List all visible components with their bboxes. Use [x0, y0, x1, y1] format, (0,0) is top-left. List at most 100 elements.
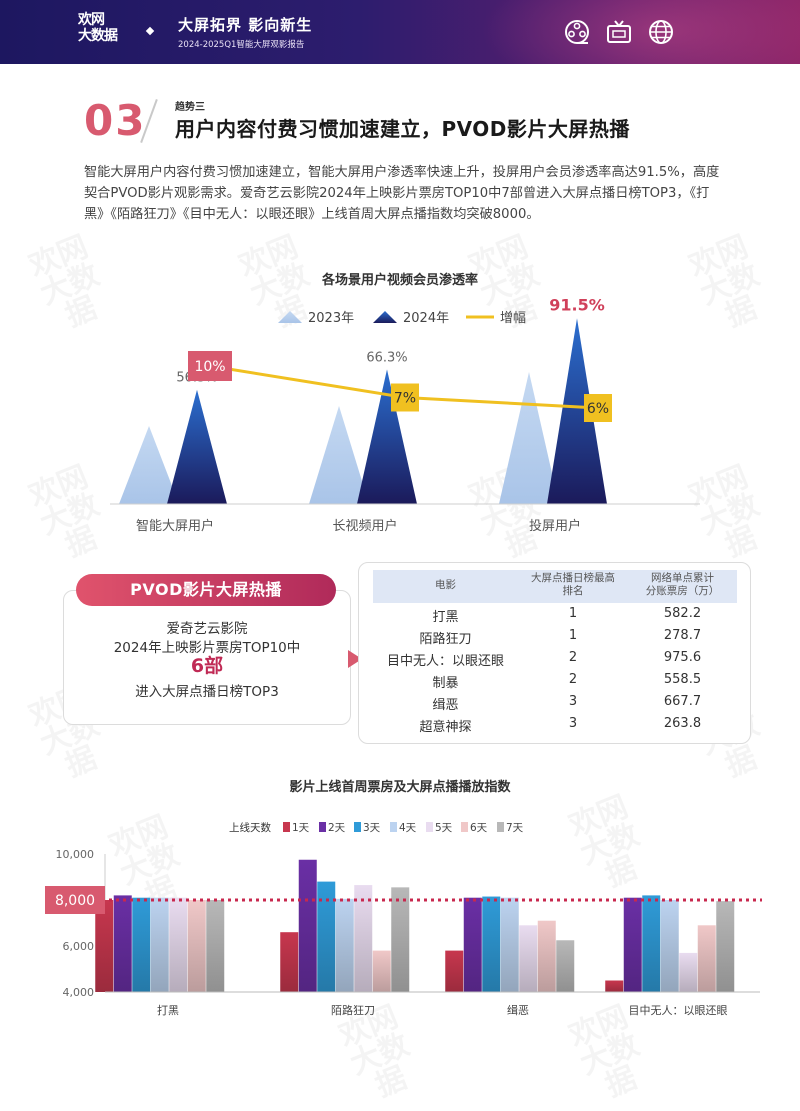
bar-5天 — [519, 925, 538, 992]
growth-label-box — [188, 351, 232, 381]
table-cell-boxoffice: 263.8 — [663, 716, 702, 731]
bar-4天 — [500, 897, 519, 992]
legend-label: 3天 — [363, 822, 381, 834]
first-week-index-chart: 上线天数 1天 2天 3天 4天 5天 6天 7天 10,000 8,000 6,000 4,000 打… — [45, 821, 762, 1017]
bar-1天 — [95, 900, 114, 992]
bar-3天 — [642, 895, 661, 992]
bar-2023 — [119, 426, 179, 504]
table-cell-rank: 1 — [568, 628, 578, 643]
bar-5天 — [354, 885, 373, 992]
table-cell-rank: 2 — [568, 672, 578, 687]
growth-label: 6% — [587, 401, 609, 417]
legend-label: 5天 — [435, 822, 453, 834]
film-reel-icon — [565, 20, 589, 44]
legend-label-2024: 2024年 — [403, 311, 449, 326]
section-kicker: 趋势三 — [175, 102, 205, 113]
table-cell-film: 打黑 — [432, 610, 459, 625]
table-cell-rank: 3 — [568, 716, 578, 731]
chart2-legend: 上线天数 1天 2天 3天 4天 5天 6天 7天 — [229, 821, 524, 834]
bar-2天 — [298, 859, 317, 992]
bar-5天 — [169, 897, 188, 992]
bar-6天 — [187, 900, 206, 992]
header-glow — [480, 0, 800, 64]
table-cell-rank: 2 — [568, 650, 578, 665]
legend-label: 2天 — [328, 822, 346, 834]
bar-5天 — [679, 952, 698, 992]
legend-label: 4天 — [399, 822, 417, 834]
header-diamond — [145, 26, 155, 36]
y-tick-label: 10,000 — [56, 848, 95, 861]
table-cell-boxoffice: 582.2 — [663, 606, 702, 621]
bar-1天 — [605, 980, 624, 992]
bar-1天 — [280, 932, 299, 992]
legend-label: 1天 — [292, 822, 310, 834]
legend-swatch — [283, 822, 290, 832]
value-label-2024: 66.3% — [366, 350, 407, 365]
table-header-boxoffice-line-1: 网络单点累计 — [651, 572, 714, 584]
legend-swatch-2024 — [373, 311, 397, 323]
x-tick-label: 缉恶 — [507, 1004, 529, 1017]
growth-label-box — [391, 383, 419, 412]
table-cell-boxoffice: 667.7 — [663, 694, 702, 709]
header-title: 大屏拓界 影向新生 — [178, 16, 313, 34]
legend-swatch — [354, 822, 361, 832]
table-cell-film: 制暴 — [432, 676, 459, 691]
bar-6天 — [697, 925, 716, 992]
y-tick-label: 6,000 — [63, 940, 95, 953]
membership-penetration-chart: 2023年2024年增幅56.3%66.3%91.5%智能大屏用户长视频用户投屏… — [110, 296, 700, 534]
table-cell-boxoffice: 975.6 — [663, 650, 702, 665]
bar-4天 — [660, 900, 679, 992]
bar-2024 — [357, 369, 417, 504]
growth-label: 7% — [394, 391, 416, 407]
growth-label: 10% — [194, 359, 225, 375]
x-tick-label: 陌路狂刀 — [331, 1004, 375, 1017]
pvod-count: 6部 — [190, 655, 224, 677]
legend-label-2023: 2023年 — [308, 311, 354, 326]
bar-4天 — [150, 897, 169, 992]
y-tick-label: 4,000 — [63, 986, 95, 999]
pvod-line-1: 爱奇艺云影院 — [166, 621, 248, 637]
legend-label-growth: 增幅 — [500, 311, 526, 326]
pvod-text: 爱奇艺云影院 2024年上映影片票房TOP10中 — [63, 620, 351, 658]
chart1-legend: 2023年 2024年 增幅 — [278, 311, 526, 326]
x-tick-label: 长视频用户 — [332, 518, 397, 534]
growth-label-box — [584, 394, 612, 422]
x-tick-label: 目中无人：以眼还眼 — [629, 1004, 728, 1017]
legend-swatch-2023 — [278, 311, 302, 323]
legend-swatch — [426, 822, 433, 832]
legend-swatch — [390, 822, 397, 832]
table-header-bg — [373, 570, 737, 603]
table-cell-film: 超意神探 — [419, 720, 472, 735]
bar-7天 — [206, 900, 225, 992]
table-header-boxoffice: 网络单点累计 分账票房（万） — [628, 572, 737, 598]
legend-swatch — [497, 822, 504, 832]
bar-2天 — [463, 897, 482, 992]
bar-3天 — [482, 896, 501, 992]
reference-label: 8,000 — [55, 893, 95, 909]
legend-label: 7天 — [506, 822, 524, 834]
bar-2024 — [547, 318, 607, 504]
pvod-badge: PVOD影片大屏热播 — [76, 574, 336, 606]
bar-7天 — [556, 940, 575, 992]
bar-3天 — [132, 897, 151, 992]
chart2-title: 影片上线首周票房及大屏点播播放指数 — [289, 780, 511, 795]
section-number: 03 — [84, 96, 147, 145]
bar-6天 — [372, 950, 391, 992]
bar-2天 — [113, 895, 132, 992]
reference-label-box — [45, 886, 105, 914]
bar-7天 — [391, 887, 410, 992]
bar-6天 — [537, 920, 556, 992]
brand-logo: 欢网 大数据 — [78, 12, 130, 52]
section-title: 用户内容付费习惯加速建立，PVOD影片大屏热播 — [175, 117, 630, 141]
globe-icon — [649, 20, 673, 44]
bar-7天 — [716, 901, 735, 992]
legend-swatch — [319, 822, 326, 832]
bar-2024 — [167, 389, 227, 504]
table-header-boxoffice-line-2: 分账票房（万） — [645, 585, 720, 597]
legend-label: 6天 — [470, 822, 488, 834]
table-cell-film: 目中无人：以眼还眼 — [386, 654, 504, 669]
pvod-line-2: 2024年上映影片票房TOP10中 — [113, 640, 301, 656]
table-cell-boxoffice: 278.7 — [663, 628, 702, 643]
logo-line-1: 欢网 — [78, 12, 105, 28]
intro-paragraph: 智能大屏用户内容付费习惯加速建立，智能大屏用户渗透率快速上升，投屏用户会员渗透率… — [84, 165, 720, 222]
